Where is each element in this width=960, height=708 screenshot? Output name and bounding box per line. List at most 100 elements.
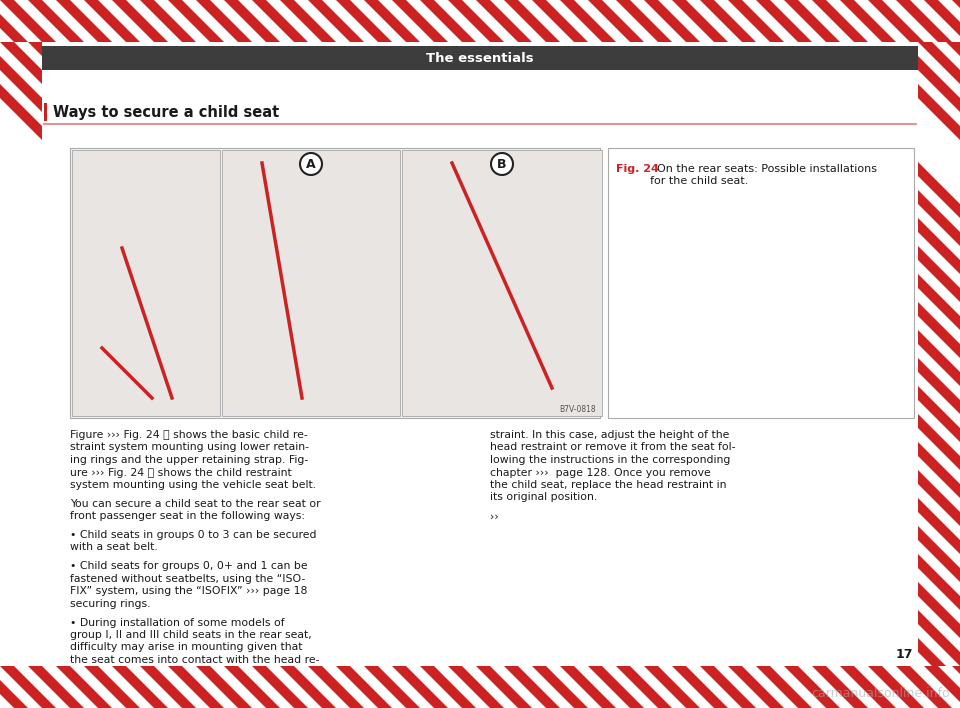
Text: carmanualsonline.info: carmanualsonline.info bbox=[811, 687, 950, 700]
Polygon shape bbox=[112, 42, 750, 666]
Polygon shape bbox=[728, 666, 784, 708]
Bar bbox=[72, 150, 220, 416]
Polygon shape bbox=[308, 42, 946, 666]
Polygon shape bbox=[336, 42, 960, 666]
Text: • During installation of some models of: • During installation of some models of bbox=[70, 617, 284, 627]
Text: group I, II and III child seats in the rear seat,: group I, II and III child seats in the r… bbox=[70, 630, 312, 640]
Text: system mounting using the vehicle seat belt.: system mounting using the vehicle seat b… bbox=[70, 480, 316, 490]
Polygon shape bbox=[924, 0, 960, 42]
Bar bbox=[44, 103, 47, 121]
Polygon shape bbox=[84, 42, 722, 666]
Polygon shape bbox=[476, 42, 960, 666]
Polygon shape bbox=[756, 666, 812, 708]
Text: its original position.: its original position. bbox=[490, 493, 597, 503]
Polygon shape bbox=[392, 666, 448, 708]
Text: You can secure a child seat to the rear seat or: You can secure a child seat to the rear … bbox=[70, 498, 321, 509]
Polygon shape bbox=[560, 0, 616, 42]
Text: ure ››› Fig. 24 Ⓑ shows the child restraint: ure ››› Fig. 24 Ⓑ shows the child restra… bbox=[70, 467, 292, 477]
Polygon shape bbox=[252, 42, 890, 666]
Polygon shape bbox=[420, 42, 960, 666]
Text: front passenger seat in the following ways:: front passenger seat in the following wa… bbox=[70, 511, 305, 521]
Polygon shape bbox=[504, 666, 560, 708]
Polygon shape bbox=[812, 666, 868, 708]
Text: the child seat, replace the head restraint in: the child seat, replace the head restrai… bbox=[490, 480, 727, 490]
Text: chapter ›››  page 128. Once you remove: chapter ››› page 128. Once you remove bbox=[490, 467, 710, 477]
Polygon shape bbox=[224, 666, 280, 708]
Polygon shape bbox=[420, 666, 476, 708]
Bar bbox=[70, 148, 600, 418]
Polygon shape bbox=[280, 0, 336, 42]
Text: 17: 17 bbox=[896, 648, 913, 661]
Polygon shape bbox=[0, 666, 56, 708]
Polygon shape bbox=[784, 42, 960, 666]
Polygon shape bbox=[252, 666, 308, 708]
Polygon shape bbox=[896, 0, 952, 42]
Polygon shape bbox=[532, 0, 588, 42]
Text: fastened without seatbelts, using the “ISO-: fastened without seatbelts, using the “I… bbox=[70, 573, 305, 584]
Polygon shape bbox=[420, 0, 476, 42]
Polygon shape bbox=[504, 42, 960, 666]
Polygon shape bbox=[924, 666, 960, 708]
Polygon shape bbox=[952, 0, 960, 42]
Text: A: A bbox=[306, 157, 316, 171]
Polygon shape bbox=[784, 666, 840, 708]
Polygon shape bbox=[392, 42, 960, 666]
Circle shape bbox=[491, 153, 513, 175]
Polygon shape bbox=[946, 42, 960, 666]
Polygon shape bbox=[840, 666, 896, 708]
Text: The essentials: The essentials bbox=[426, 52, 534, 64]
Polygon shape bbox=[196, 0, 252, 42]
Polygon shape bbox=[308, 0, 364, 42]
Polygon shape bbox=[868, 0, 924, 42]
Text: Ways to secure a child seat: Ways to secure a child seat bbox=[53, 105, 279, 120]
Polygon shape bbox=[862, 42, 960, 666]
Bar bbox=[0, 0, 960, 42]
Polygon shape bbox=[0, 42, 638, 666]
Polygon shape bbox=[0, 0, 56, 42]
Bar bbox=[42, 42, 918, 666]
Polygon shape bbox=[308, 666, 364, 708]
Polygon shape bbox=[532, 666, 588, 708]
Polygon shape bbox=[0, 42, 610, 666]
Polygon shape bbox=[700, 666, 756, 708]
Polygon shape bbox=[756, 0, 812, 42]
Text: the seat comes into contact with the head re-: the seat comes into contact with the hea… bbox=[70, 655, 320, 665]
Polygon shape bbox=[280, 666, 336, 708]
Polygon shape bbox=[644, 42, 960, 666]
Polygon shape bbox=[168, 0, 224, 42]
Polygon shape bbox=[140, 42, 778, 666]
Polygon shape bbox=[56, 0, 112, 42]
Bar bbox=[42, 46, 918, 70]
Text: lowing the instructions in the corresponding: lowing the instructions in the correspon… bbox=[490, 455, 731, 465]
Polygon shape bbox=[728, 42, 960, 666]
Polygon shape bbox=[812, 0, 868, 42]
Polygon shape bbox=[672, 0, 728, 42]
Polygon shape bbox=[700, 42, 960, 666]
Polygon shape bbox=[672, 42, 960, 666]
Text: straint. In this case, adjust the height of the: straint. In this case, adjust the height… bbox=[490, 430, 730, 440]
Text: B7V-0818: B7V-0818 bbox=[560, 405, 596, 414]
Polygon shape bbox=[560, 42, 960, 666]
Text: ing rings and the upper retaining strap. Fig-: ing rings and the upper retaining strap.… bbox=[70, 455, 308, 465]
Polygon shape bbox=[0, 0, 28, 42]
Polygon shape bbox=[28, 0, 84, 42]
Polygon shape bbox=[28, 42, 666, 666]
Polygon shape bbox=[728, 0, 784, 42]
Text: head restraint or remove it from the seat fol-: head restraint or remove it from the sea… bbox=[490, 442, 735, 452]
Polygon shape bbox=[364, 42, 960, 666]
Polygon shape bbox=[890, 42, 960, 666]
Polygon shape bbox=[644, 666, 700, 708]
Bar bbox=[0, 666, 960, 708]
Polygon shape bbox=[28, 666, 84, 708]
Bar bbox=[608, 148, 914, 418]
Text: ››: ›› bbox=[490, 511, 499, 521]
Polygon shape bbox=[504, 0, 560, 42]
Polygon shape bbox=[588, 0, 644, 42]
Bar bbox=[222, 150, 400, 416]
Polygon shape bbox=[364, 666, 420, 708]
Polygon shape bbox=[868, 666, 924, 708]
Text: FIX” system, using the “ISOFIX” ››› page 18: FIX” system, using the “ISOFIX” ››› page… bbox=[70, 586, 307, 596]
Polygon shape bbox=[196, 666, 252, 708]
Polygon shape bbox=[196, 42, 834, 666]
Polygon shape bbox=[476, 666, 532, 708]
